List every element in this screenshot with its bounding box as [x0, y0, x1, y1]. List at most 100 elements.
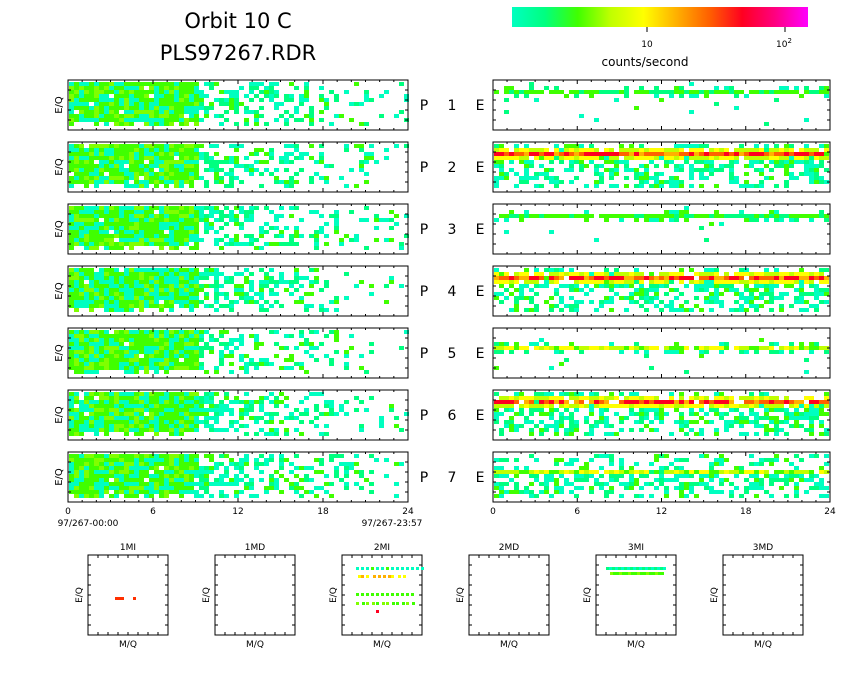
heatmap-cell [694, 482, 699, 486]
row-number: 4 [448, 284, 457, 300]
heatmap-cell [534, 156, 539, 160]
heatmap-cell [309, 180, 314, 184]
heatmap-cell [189, 284, 194, 288]
heatmap-cell [209, 454, 214, 458]
heatmap-cell [139, 114, 144, 118]
heatmap-cell [639, 164, 644, 168]
heatmap-cell [309, 304, 314, 308]
heatmap-cell [184, 304, 189, 308]
heatmap-cell [189, 210, 194, 214]
heatmap-cell [84, 272, 89, 276]
heatmap-cell [84, 416, 89, 420]
heatmap-cell [89, 454, 94, 458]
heatmap-cell [304, 308, 309, 312]
heatmap-cell [259, 230, 264, 234]
heatmap-cell [99, 342, 104, 346]
heatmap-cell [809, 160, 814, 164]
heatmap-cell [174, 144, 179, 148]
heatmap-cell [154, 272, 159, 276]
heatmap-cell [99, 226, 104, 230]
heatmap-cell [289, 152, 294, 156]
heatmap-cell [99, 144, 104, 148]
heatmap-cell [779, 148, 784, 152]
heatmap-cell [134, 358, 139, 362]
heatmap-cell [159, 144, 164, 148]
heatmap-cell [709, 292, 714, 296]
heatmap-cell [569, 156, 574, 160]
heatmap-cell [219, 428, 224, 432]
heatmap-cell [204, 478, 209, 482]
heatmap-cell [94, 276, 99, 280]
heatmap-cell [274, 168, 279, 172]
heatmap-cell [84, 428, 89, 432]
heatmap-cell [614, 280, 619, 284]
heatmap-cell [529, 400, 534, 404]
heatmap-cell [104, 330, 109, 334]
heatmap-cell [89, 428, 94, 432]
mass-point [392, 602, 395, 605]
heatmap-cell [544, 152, 549, 156]
heatmap-cell [194, 218, 199, 222]
heatmap-cell [144, 334, 149, 338]
heatmap-cell [74, 114, 79, 118]
heatmap-cell [254, 334, 259, 338]
heatmap-cell [589, 424, 594, 428]
heatmap-cell [619, 392, 624, 396]
heatmap-cell [319, 144, 324, 148]
heatmap-cell [184, 272, 189, 276]
heatmap-cell [744, 272, 749, 276]
heatmap-cell [69, 86, 74, 90]
heatmap-cell [174, 334, 179, 338]
heatmap-cell [189, 86, 194, 90]
heatmap-cell [544, 482, 549, 486]
heatmap-cell [804, 300, 809, 304]
heatmap-cell [789, 144, 794, 148]
heatmap-cell [799, 296, 804, 300]
heatmap-cell [789, 462, 794, 466]
heatmap-cell [144, 176, 149, 180]
heatmap-cell [534, 152, 539, 156]
heatmap-cell [184, 176, 189, 180]
heatmap-cell [379, 94, 384, 98]
heatmap-cell [259, 114, 264, 118]
heatmap-cell [74, 288, 79, 292]
heatmap-cell [164, 106, 169, 110]
heatmap-cell [819, 408, 824, 412]
heatmap-cell [534, 280, 539, 284]
heatmap-cell [114, 284, 119, 288]
heatmap-cell [584, 432, 589, 436]
heatmap-cell [244, 94, 249, 98]
heatmap-cell [89, 98, 94, 102]
heatmap-cell [69, 474, 74, 478]
heatmap-cell [639, 416, 644, 420]
heatmap-cell [294, 242, 299, 246]
heatmap-cell [579, 90, 584, 94]
heatmap-cell [89, 160, 94, 164]
heatmap-cell [719, 454, 724, 458]
heatmap-cell [709, 462, 714, 466]
heatmap-cell [724, 276, 729, 280]
heatmap-cell [169, 396, 174, 400]
heatmap-cell [504, 408, 509, 412]
heatmap-cell [249, 362, 254, 366]
heatmap-cell [114, 454, 119, 458]
heatmap-cell [399, 284, 404, 288]
heatmap-cell [239, 292, 244, 296]
heatmap-cell [709, 300, 714, 304]
heatmap-cell [494, 392, 499, 396]
heatmap-cell [749, 276, 754, 280]
heatmap-cell [604, 280, 609, 284]
heatmap-cell [314, 392, 319, 396]
colorbar-tick-100: 102 [776, 37, 792, 50]
heatmap-cell [74, 358, 79, 362]
heatmap-cell [544, 392, 549, 396]
heatmap-cell [299, 362, 304, 366]
heatmap-cell [249, 482, 254, 486]
heatmap-cell [669, 218, 674, 222]
heatmap-cell [114, 396, 119, 400]
heatmap-cell [739, 210, 744, 214]
heatmap-cell [509, 86, 514, 90]
heatmap-cell [584, 474, 589, 478]
heatmap-cell [814, 308, 819, 312]
heatmap-cell [114, 148, 119, 152]
